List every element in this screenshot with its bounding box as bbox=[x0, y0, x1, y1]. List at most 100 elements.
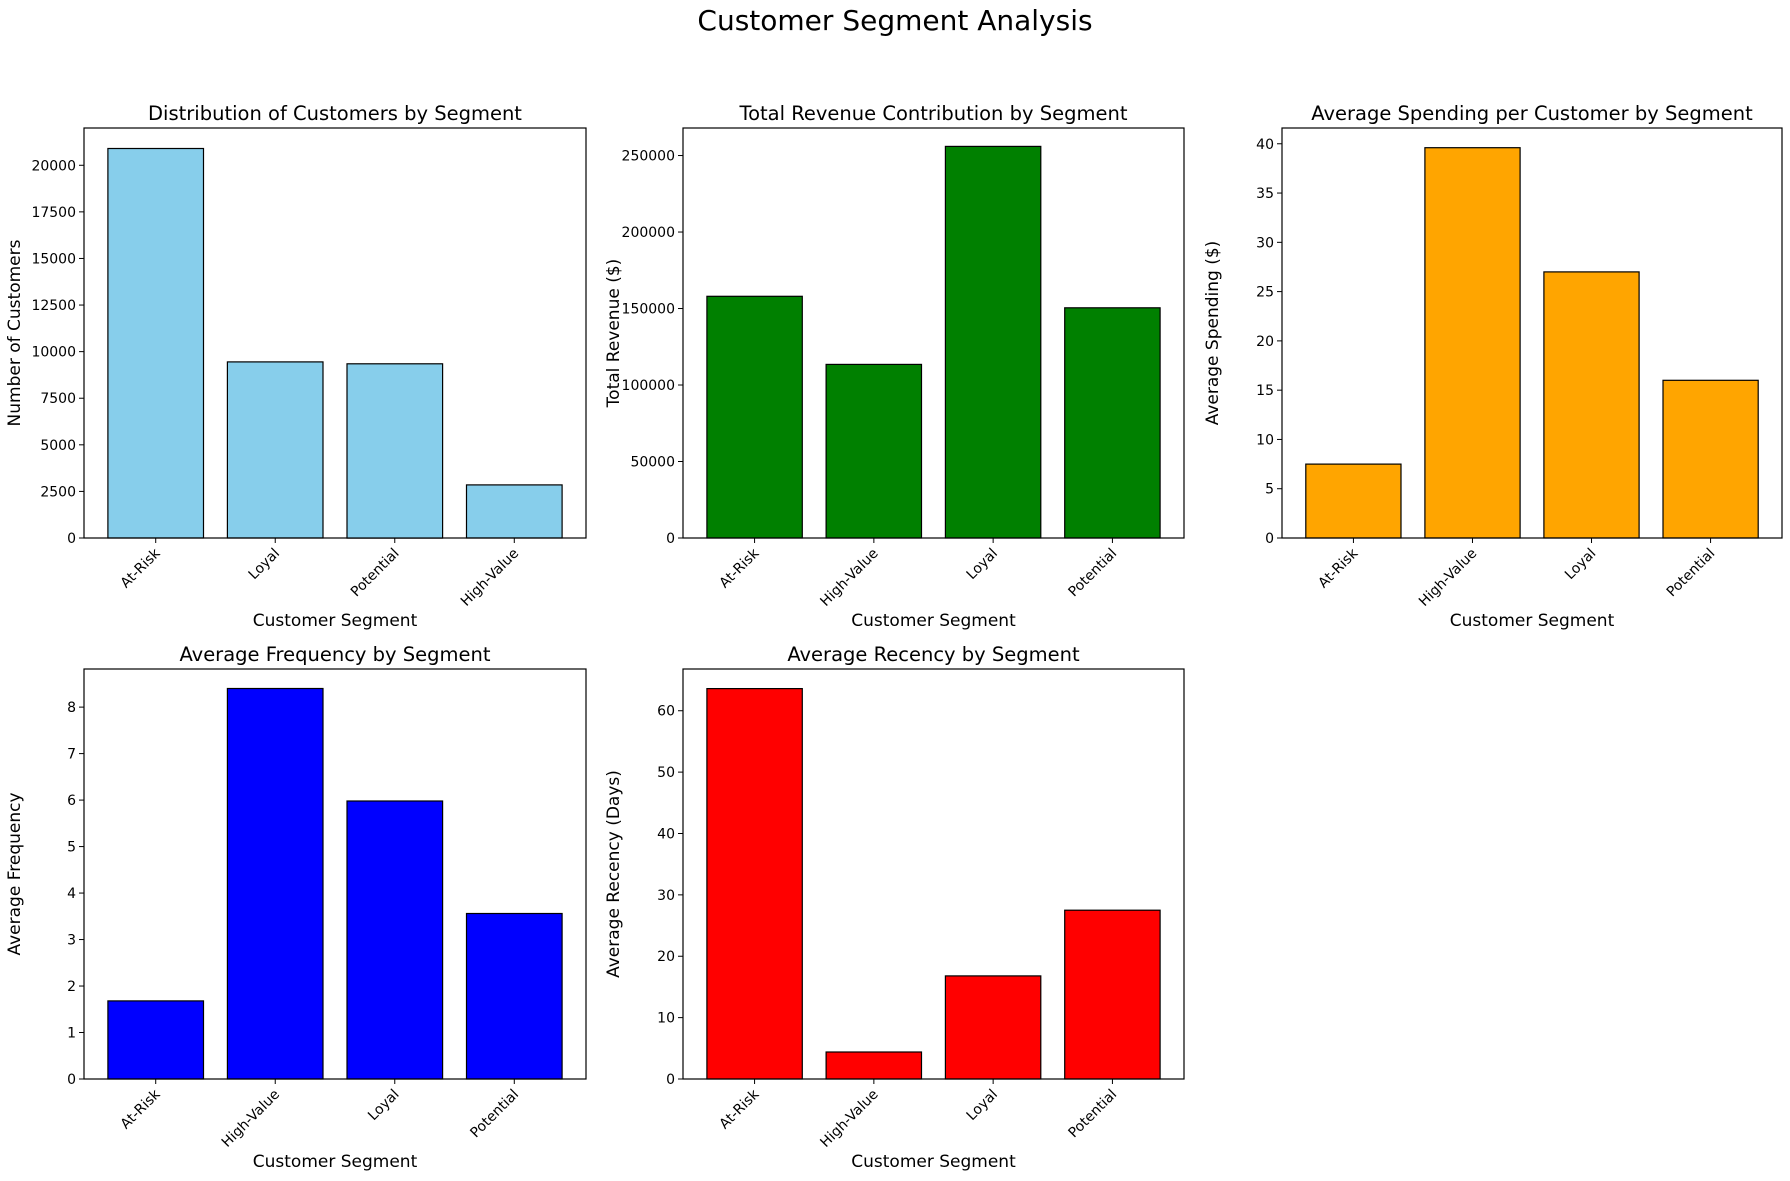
y-tick-label: 60 bbox=[657, 704, 675, 720]
x-tick-label: High-Value bbox=[817, 546, 881, 610]
chart-title: Total Revenue Contribution by Segment bbox=[738, 102, 1127, 125]
y-tick-label: 0 bbox=[67, 531, 76, 547]
chart-title: Average Spending per Customer by Segment bbox=[1311, 102, 1753, 125]
axes-frame bbox=[1281, 127, 1783, 539]
y-tick-label: 50 bbox=[657, 765, 675, 781]
y-tick-label: 35 bbox=[1256, 186, 1274, 202]
axes-frame bbox=[83, 127, 587, 539]
y-tick-label: 10 bbox=[657, 1011, 675, 1027]
bar-loyal bbox=[944, 975, 1042, 1080]
axes-frame bbox=[682, 127, 1185, 539]
y-tick-label: 25 bbox=[1256, 285, 1274, 301]
x-tick-label: High-Value bbox=[458, 546, 522, 610]
y-tick-label: 17500 bbox=[31, 205, 76, 221]
figure-title: Customer Segment Analysis bbox=[697, 4, 1093, 37]
x-tick-label: Potential bbox=[1664, 546, 1719, 601]
y-tick-label: 7 bbox=[67, 747, 76, 763]
bar-potential bbox=[1064, 307, 1161, 539]
y-axis-label: Number of Customers bbox=[5, 239, 25, 426]
y-axis-label: Total Revenue ($) bbox=[604, 259, 624, 409]
y-tick-label: 10000 bbox=[31, 345, 76, 361]
x-tick-label: Loyal bbox=[246, 546, 283, 583]
y-tick-label: 30 bbox=[1256, 235, 1274, 251]
chart-title: Average Recency by Segment bbox=[787, 643, 1080, 666]
x-axis-label: Customer Segment bbox=[851, 611, 1016, 631]
x-tick-label: Loyal bbox=[365, 1087, 402, 1124]
y-tick-label: 200000 bbox=[622, 225, 675, 241]
x-tick-label: Loyal bbox=[964, 1087, 1001, 1124]
y-tick-label: 0 bbox=[666, 1072, 675, 1088]
bar-at-risk bbox=[107, 1000, 205, 1080]
bar-high-value bbox=[825, 1051, 923, 1080]
y-tick-label: 12500 bbox=[31, 298, 76, 314]
bar-at-risk bbox=[706, 687, 803, 1080]
y-tick-label: 6 bbox=[67, 793, 76, 809]
x-axis-label: Customer Segment bbox=[1450, 611, 1615, 631]
x-tick-label: At-Risk bbox=[118, 545, 165, 592]
x-tick-label: High-Value bbox=[817, 1087, 881, 1151]
y-axis-label: Average Frequency bbox=[5, 792, 25, 955]
chart-1: 0 2500 5000 7500 10000 12500 15000 17500 20000 At… bbox=[5, 102, 587, 631]
y-tick-label: 7500 bbox=[40, 391, 76, 407]
chart-5: 0 10 20 30 40 50 60 At-Risk High-Value Loyal Poten… bbox=[604, 643, 1185, 1172]
y-tick-label: 40 bbox=[657, 826, 675, 842]
bar-loyal bbox=[944, 145, 1042, 539]
bar-at-risk bbox=[706, 295, 803, 539]
x-tick-label: Potential bbox=[348, 546, 403, 601]
x-tick-label: High-Value bbox=[219, 1087, 283, 1151]
x-tick-label: Potential bbox=[1066, 546, 1121, 601]
bar-high-value bbox=[1424, 147, 1521, 539]
bar-high-value bbox=[465, 484, 563, 539]
y-tick-label: 15 bbox=[1256, 383, 1274, 399]
axes-frame bbox=[682, 668, 1185, 1080]
chart-3: 0 5 10 15 20 25 30 35 40 At-Risk High-Value Loyal Po… bbox=[1203, 102, 1783, 631]
y-tick-label: 0 bbox=[666, 531, 675, 547]
y-tick-label: 20000 bbox=[31, 158, 76, 174]
y-tick-label: 15000 bbox=[31, 251, 76, 267]
x-tick-label: Potential bbox=[467, 1087, 522, 1142]
x-tick-label: High-Value bbox=[1416, 546, 1480, 610]
x-axis-label: Customer Segment bbox=[851, 1152, 1016, 1172]
y-tick-label: 4 bbox=[67, 886, 76, 902]
bar-at-risk bbox=[107, 147, 205, 539]
x-axis-label: Customer Segment bbox=[253, 1152, 418, 1172]
bar-potential bbox=[465, 912, 563, 1080]
bar-loyal bbox=[1543, 271, 1640, 539]
x-tick-label: At-Risk bbox=[118, 1086, 165, 1133]
bar-at-risk bbox=[1305, 463, 1402, 539]
y-tick-label: 40 bbox=[1256, 137, 1274, 153]
bar-potential bbox=[1662, 379, 1759, 539]
bar-potential bbox=[1064, 909, 1161, 1080]
y-tick-label: 10 bbox=[1256, 432, 1274, 448]
y-tick-label: 5000 bbox=[40, 438, 76, 454]
y-tick-label: 50000 bbox=[630, 455, 675, 471]
y-tick-label: 250000 bbox=[622, 149, 675, 165]
y-tick-label: 30 bbox=[657, 888, 675, 904]
y-tick-label: 2 bbox=[67, 979, 76, 995]
y-tick-label: 2500 bbox=[40, 484, 76, 500]
y-tick-label: 8 bbox=[67, 700, 76, 716]
y-tick-label: 20 bbox=[1256, 334, 1274, 350]
x-tick-label: Loyal bbox=[1562, 546, 1599, 583]
y-tick-label: 5 bbox=[67, 840, 76, 856]
y-tick-label: 150000 bbox=[622, 302, 675, 318]
bar-high-value bbox=[226, 687, 324, 1080]
y-tick-label: 100000 bbox=[622, 378, 675, 394]
y-tick-label: 0 bbox=[1265, 531, 1274, 547]
bar-high-value bbox=[825, 363, 923, 539]
y-tick-label: 1 bbox=[67, 1026, 76, 1042]
chart-2: 0 50000 100000 150000 200000 250000 At-Risk Hig… bbox=[604, 102, 1185, 631]
y-axis-label: Average Spending ($) bbox=[1203, 241, 1223, 426]
bar-loyal bbox=[226, 361, 324, 539]
bar-loyal bbox=[346, 800, 444, 1080]
x-tick-label: Potential bbox=[1066, 1087, 1121, 1142]
x-tick-label: At-Risk bbox=[1315, 545, 1362, 592]
y-tick-label: 0 bbox=[67, 1072, 76, 1088]
x-tick-label: Loyal bbox=[964, 546, 1001, 583]
y-tick-label: 3 bbox=[67, 933, 76, 949]
bar-potential bbox=[346, 363, 444, 539]
y-axis-label: Average Recency (Days) bbox=[604, 770, 624, 978]
chart-title: Average Frequency by Segment bbox=[179, 643, 490, 666]
axes-frame bbox=[83, 668, 587, 1080]
